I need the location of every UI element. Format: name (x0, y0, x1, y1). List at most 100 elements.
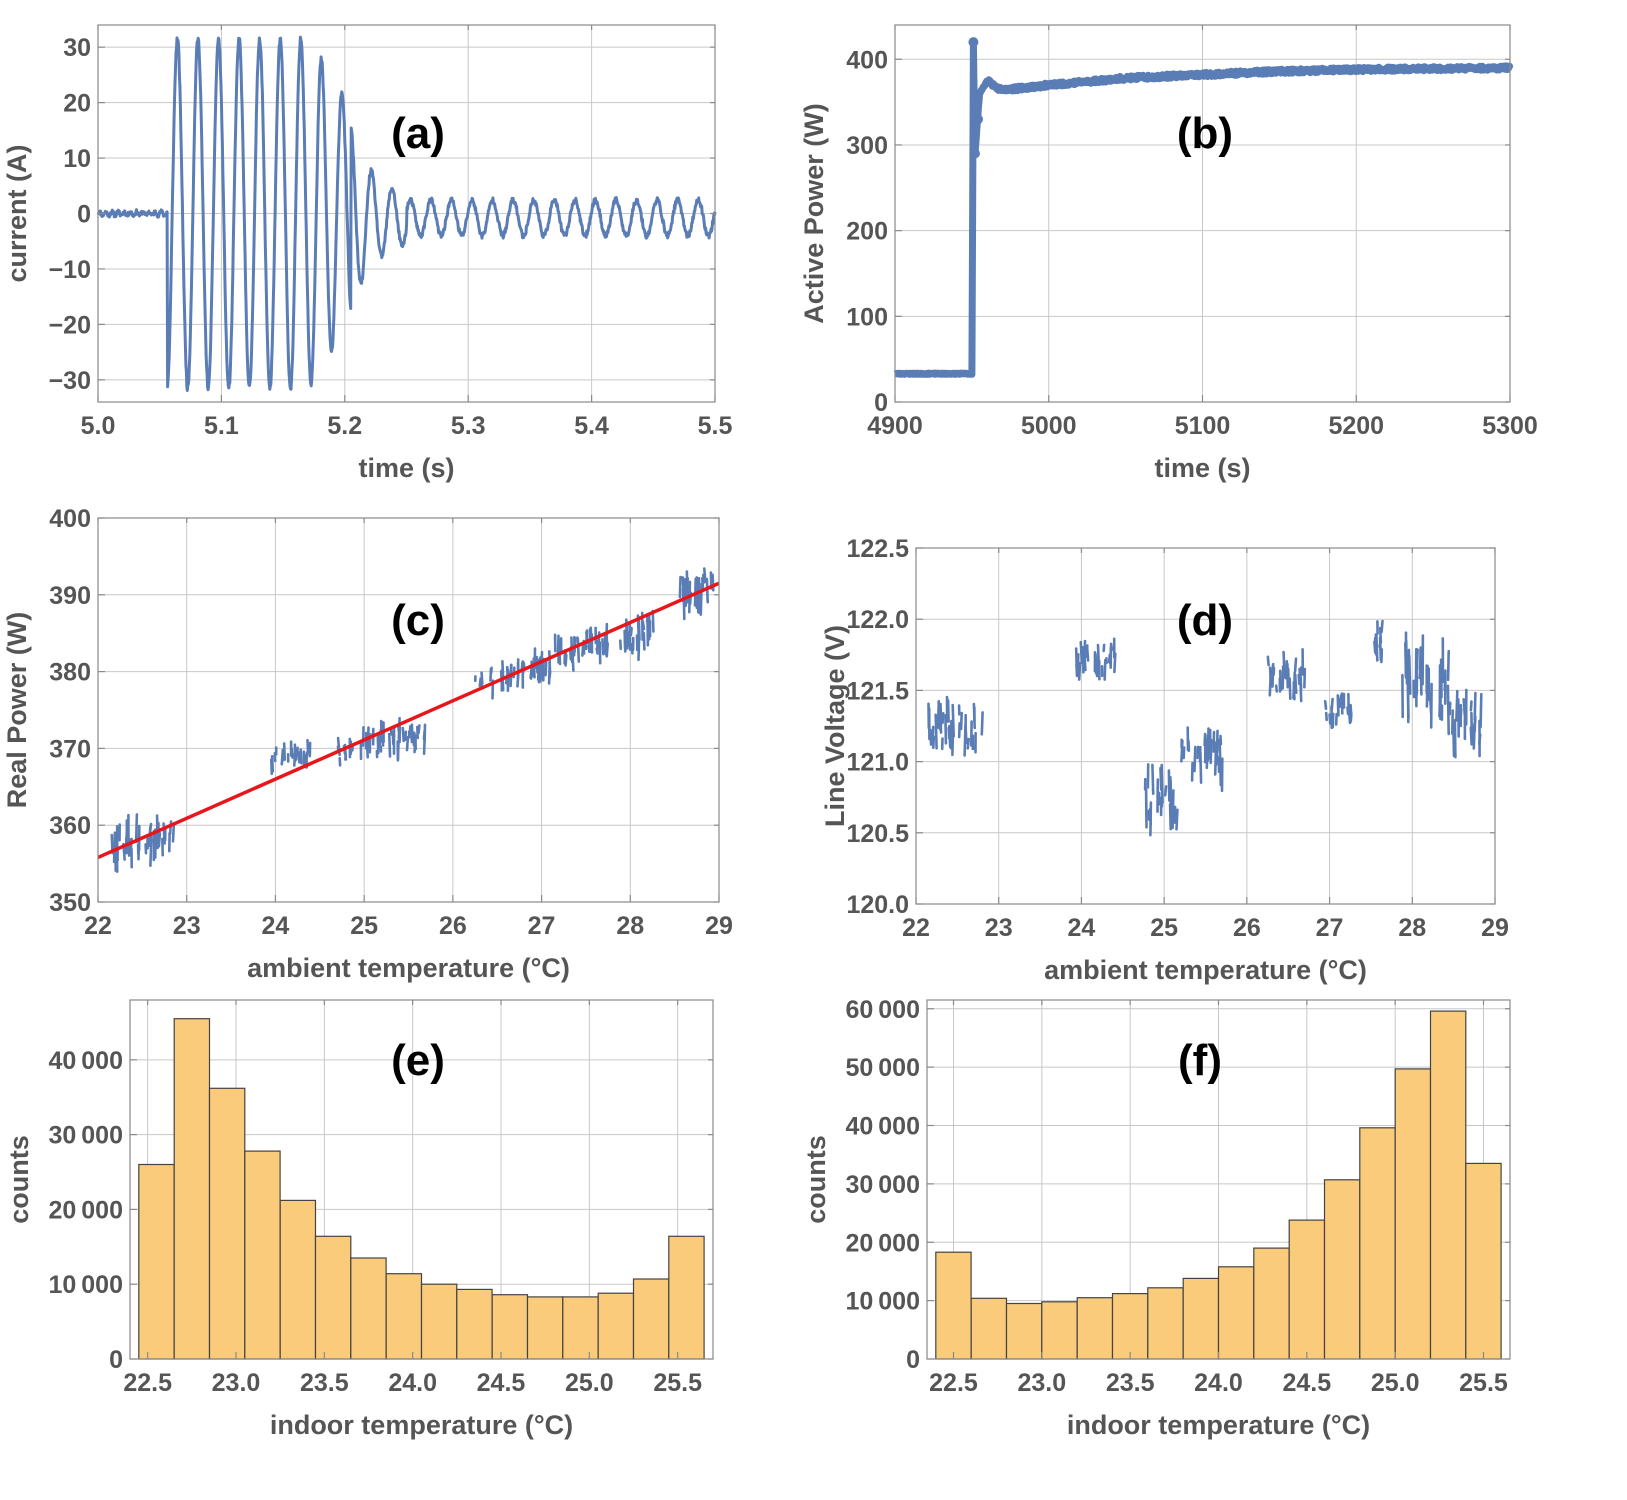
scatter-point (157, 831, 162, 848)
scatter-point (112, 831, 117, 864)
histogram-bar (1394, 1068, 1432, 1360)
scatter-point (365, 736, 370, 759)
plot-frame (129, 999, 714, 1360)
scatter-point (980, 711, 984, 736)
x-axis-label: indoor temperature (°C) (270, 1410, 573, 1440)
scatter-point (941, 711, 945, 725)
histogram-bar (1005, 1302, 1043, 1360)
histogram-bar (562, 1296, 599, 1360)
x-tick-label: 23.5 (1106, 1369, 1155, 1397)
scatter-point (412, 731, 417, 744)
scatter-point (1469, 700, 1473, 712)
histogram-bar (1323, 1179, 1361, 1360)
scatter-point (280, 748, 285, 766)
scatter-point (544, 658, 548, 677)
scatter-point (1455, 689, 1459, 722)
x-tick-label: 25.0 (1371, 1369, 1420, 1397)
scatter-point (1446, 649, 1450, 682)
scatter-point (1149, 801, 1153, 837)
scatter-point (1160, 763, 1164, 804)
scatter-point (571, 652, 575, 672)
panel-tag: (e) (391, 1036, 445, 1085)
scatter-point (1479, 692, 1483, 729)
x-tick-label: 25 (350, 912, 378, 940)
x-tick-label: 25 (1150, 914, 1178, 942)
scatter-point (1219, 760, 1223, 787)
x-tick-label: 26 (439, 912, 467, 940)
data-point (969, 148, 980, 159)
histogram-bar (420, 1283, 458, 1360)
scatter-point (637, 635, 641, 662)
scatter-point (134, 813, 139, 844)
histogram-bar (1465, 1162, 1502, 1360)
x-tick-label: 25.5 (1459, 1369, 1508, 1397)
scatter-point (516, 671, 520, 688)
histogram-bar (279, 1199, 317, 1360)
scatter-point (1163, 785, 1168, 797)
x-tick-label: 22 (84, 912, 112, 940)
fit-line (97, 581, 720, 860)
scatter-point (1274, 684, 1279, 693)
y-tick-label: 120.0 (846, 891, 909, 919)
y-tick-label: 100 (846, 303, 888, 331)
scatter-point (1323, 699, 1328, 711)
histogram-bar (1288, 1219, 1326, 1360)
scatter-point (1324, 711, 1328, 722)
scatter-point (1446, 684, 1450, 736)
x-tick-label: 23 (985, 914, 1013, 942)
x-tick-label: 23.0 (1017, 1369, 1066, 1397)
y-axis-label: Active Power (W) (799, 103, 829, 324)
y-tick-label: 60 000 (845, 996, 920, 1024)
histogram-bar (1253, 1247, 1290, 1360)
scatter-point (306, 738, 310, 755)
histogram-bar (1182, 1277, 1220, 1360)
scatter-point (1077, 661, 1082, 681)
panel-a: 5.0 5.1 5.2 5.3 5.4 5.5 −30 −20 −10 0 10 20 30 time (… (2, 24, 732, 483)
y-tick-label: 10 (63, 145, 91, 173)
x-tick-label: 5000 (1021, 412, 1077, 440)
histogram-bar (668, 1235, 705, 1360)
x-tick-label: 23.5 (300, 1369, 349, 1397)
scatter-point (299, 748, 303, 765)
x-tick-label: 27 (528, 912, 556, 940)
histogram-bar (1076, 1297, 1114, 1360)
scatter-point (705, 577, 710, 604)
x-tick-label: 29 (705, 912, 733, 940)
y-axis-label: current (A) (2, 144, 32, 282)
x-tick-label: 5300 (1482, 412, 1538, 440)
scatter-point (1282, 650, 1286, 679)
scatter-point (1271, 662, 1275, 688)
scatter-point (966, 737, 971, 750)
x-tick-label: 22.5 (123, 1369, 172, 1397)
scatter-cluster (1401, 631, 1450, 736)
scatter-point (595, 647, 599, 655)
histogram-bar (526, 1296, 564, 1360)
scatter-point (1196, 745, 1200, 760)
panel-tag: (c) (391, 596, 445, 645)
scatter-point (122, 848, 126, 861)
histogram-bar (1429, 1010, 1467, 1360)
histogram-bar (597, 1292, 635, 1360)
histogram-bar (1147, 1287, 1184, 1360)
x-axis-label: ambient temperature (°C) (247, 953, 570, 983)
y-axis-label: Line Voltage (V) (820, 625, 850, 827)
y-tick-label: 370 (49, 735, 91, 763)
scatter-point (1208, 732, 1213, 757)
scatter-point (1292, 681, 1296, 701)
scatter-point (282, 742, 287, 762)
scatter-point (601, 638, 605, 656)
scatter-cluster (1448, 688, 1483, 759)
scatter-point (148, 822, 153, 834)
scatter-point (1203, 732, 1207, 747)
scatter-point (584, 629, 589, 651)
scatter-point (405, 735, 410, 752)
scatter-point (936, 699, 941, 730)
scatter-cluster (1180, 726, 1224, 793)
scatter-point (683, 577, 688, 608)
scatter-point (951, 723, 955, 757)
x-tick-label: 29 (1481, 914, 1509, 942)
x-tick-label: 24.5 (477, 1369, 526, 1397)
y-tick-label: 200 (846, 218, 888, 246)
scatter-point (387, 732, 392, 758)
